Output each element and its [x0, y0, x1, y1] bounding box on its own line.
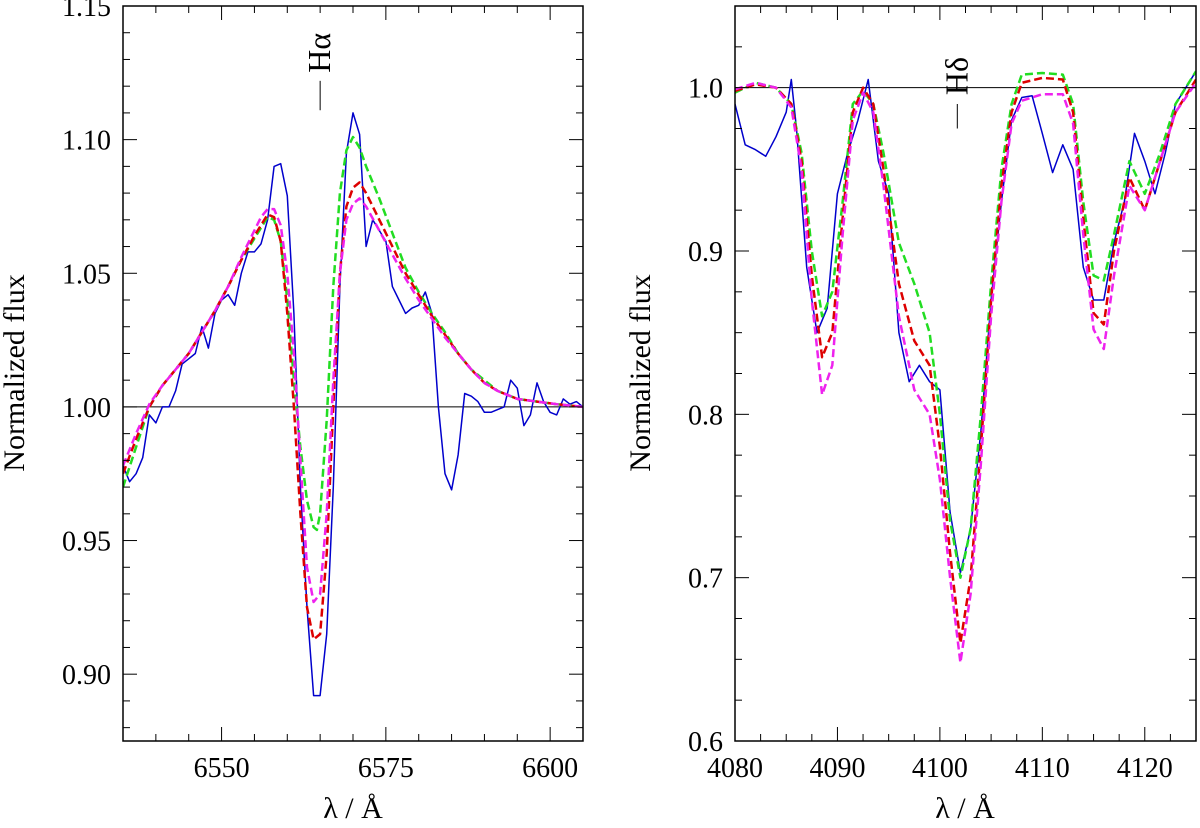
right-x-tick-label: 4080: [707, 753, 763, 784]
right-series-model-red: [735, 76, 1196, 645]
right-x-tick-label: 4110: [1015, 753, 1070, 784]
left-plot-area: [123, 112, 583, 697]
right-series-observed: [735, 70, 1196, 574]
right-y-axis-label: Normalized flux: [624, 274, 657, 471]
right-x-axis-label: λ / Å: [935, 792, 995, 823]
left-x-tick-label: 6575: [358, 753, 414, 784]
right-y-tick-label: 0.6: [688, 727, 723, 758]
right-series-layer: [735, 70, 1196, 664]
left-y-axis-label: Normalized flux: [0, 274, 31, 471]
left-x-tick-label: 6550: [194, 753, 250, 784]
left-y-tick-label: 1.10: [62, 126, 111, 157]
right-plot-area: [735, 70, 1196, 664]
left-y-tick-label: 1.05: [62, 259, 111, 290]
right-y-tick-label: 0.8: [688, 400, 723, 431]
right-series-model-magenta: [735, 81, 1196, 664]
left-x-tick-label: 6600: [522, 753, 578, 784]
right-y-tick-label: 1.0: [688, 74, 723, 105]
left-y-tick-label: 0.90: [62, 660, 111, 691]
right-y-tick-label: 0.9: [688, 237, 723, 268]
left-series-observed: [123, 112, 583, 697]
left-series-model-red: [123, 181, 583, 641]
right-x-tick-label: 4100: [912, 753, 968, 784]
right-x-tick-labels: 4080 4090 4100 4110 4120: [707, 753, 1173, 784]
left-y-tick-label: 0.95: [62, 527, 111, 558]
left-series-layer: [123, 112, 583, 697]
left-y-tick-label: 1.00: [62, 393, 111, 424]
left-x-tick-labels: 6550 6575 6600: [194, 753, 579, 784]
h-delta-label: Hδ: [938, 57, 974, 95]
right-series-model-green: [735, 70, 1196, 579]
right-y-tick-label: 0.7: [688, 564, 723, 595]
left-x-axis-label: λ / Å: [323, 792, 383, 823]
left-tick-layer: [122, 5, 584, 741]
right-x-tick-label: 4090: [809, 753, 865, 784]
left-panel: 6550 6575 6600 0.90 0.95 1.00 1.05 1.10 …: [0, 0, 584, 825]
right-panel: 4080 4090 4100 4110 4120 0.6 0.7 0.8 0.9…: [624, 5, 1197, 825]
left-y-tick-label: 1.15: [62, 0, 111, 23]
left-series-model-green: [123, 135, 583, 532]
h-alpha-label: Hα: [301, 33, 337, 73]
left-series-model-magenta: [123, 197, 583, 604]
left-y-tick-labels: 0.90 0.95 1.00 1.05 1.10 1.15: [62, 0, 111, 691]
right-y-tick-labels: 0.6 0.7 0.8 0.9 1.0: [688, 74, 723, 758]
right-tick-layer: [734, 5, 1197, 742]
right-x-tick-label: 4120: [1117, 753, 1173, 784]
